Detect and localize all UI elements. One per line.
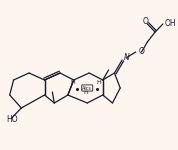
Text: O: O bbox=[139, 46, 145, 56]
Text: H: H bbox=[70, 81, 75, 86]
Text: OH: OH bbox=[165, 18, 176, 27]
Text: Alcs: Alcs bbox=[82, 85, 92, 90]
Text: H: H bbox=[83, 90, 88, 94]
Text: N: N bbox=[124, 54, 130, 63]
Text: HO: HO bbox=[6, 116, 17, 124]
Text: O: O bbox=[143, 18, 148, 27]
Text: H: H bbox=[96, 81, 101, 86]
